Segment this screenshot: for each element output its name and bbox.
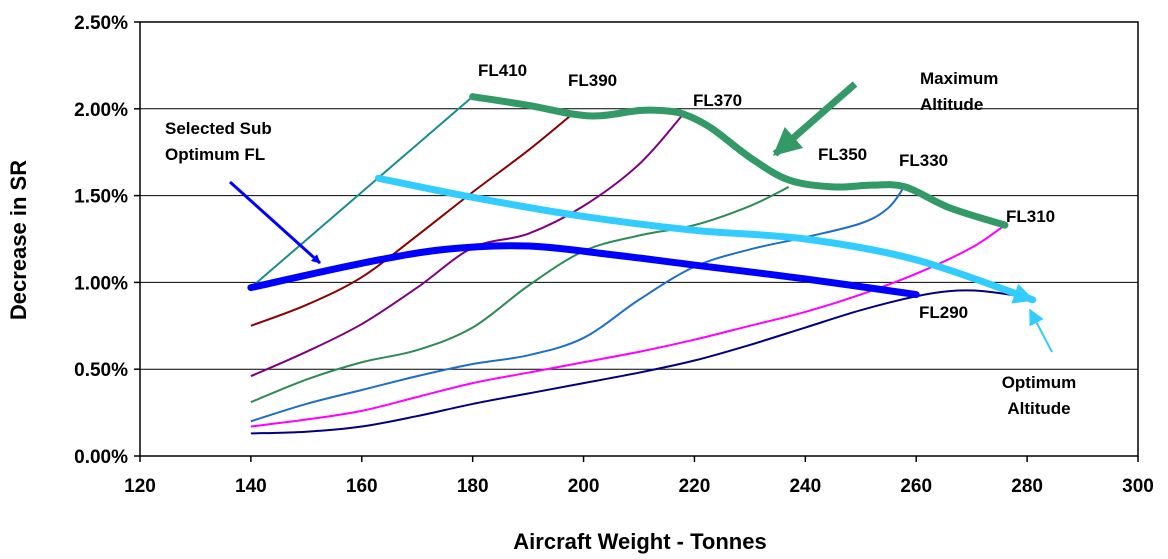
y-tick-label: 0.00% bbox=[74, 447, 128, 468]
maximum-altitude-arrow bbox=[772, 81, 858, 157]
x-tick-label: 180 bbox=[457, 476, 489, 497]
annotation-fl410: FL410 bbox=[478, 61, 527, 80]
sub-optimum-arrow bbox=[228, 180, 322, 265]
y-tick-label: 1.50% bbox=[74, 187, 128, 208]
annotation-fl310: FL310 bbox=[1006, 207, 1055, 226]
y-tick-label: 2.50% bbox=[74, 13, 128, 34]
y-tick-label: 2.00% bbox=[74, 100, 128, 121]
grid-lines bbox=[140, 108, 1138, 370]
annotation-arrows bbox=[228, 81, 1053, 353]
series-line-fl290 bbox=[250, 289, 1033, 435]
series-line-fl390 bbox=[250, 113, 574, 327]
x-tick-label: 120 bbox=[124, 476, 156, 497]
y-tick-label: 0.50% bbox=[74, 360, 128, 381]
annotation-fl390: FL390 bbox=[568, 71, 617, 90]
series-line-maximum-altitude bbox=[469, 93, 1009, 229]
optimum-altitude-arrow bbox=[1029, 308, 1053, 353]
x-tick-label: 300 bbox=[1122, 476, 1154, 497]
x-tick-label: 140 bbox=[235, 476, 267, 497]
y-axis-ticks: 0.00% 0.50% 1.00% 1.50% 2.00% 2.50% bbox=[74, 13, 140, 468]
series-line-optimum-altitude bbox=[374, 174, 1037, 304]
annotation-max: Maximum Altitude bbox=[920, 69, 998, 114]
x-tick-label: 260 bbox=[900, 476, 932, 497]
series-line-selected-sub-optimum-fl bbox=[247, 242, 920, 299]
x-axis-title: Aircraft Weight - Tonnes bbox=[513, 529, 766, 554]
annotation-fl290: FL290 bbox=[919, 303, 968, 322]
y-tick-label: 1.00% bbox=[74, 273, 128, 294]
x-tick-label: 240 bbox=[789, 476, 821, 497]
series-line-fl350 bbox=[250, 186, 790, 404]
annotation-opt: Optimum Altitude bbox=[1002, 373, 1077, 418]
series-line-fl330 bbox=[250, 184, 906, 423]
series-layer bbox=[247, 93, 1037, 435]
x-tick-label: 200 bbox=[568, 476, 600, 497]
annotation-sub: Selected Sub Optimum FL bbox=[165, 119, 272, 164]
x-tick-label: 280 bbox=[1011, 476, 1043, 497]
x-axis-ticks: 120 140 160 180 200 220 240 260 280 300 bbox=[124, 456, 1154, 497]
annotation-fl350: FL350 bbox=[818, 145, 867, 164]
y-axis-title: Decrease in SR bbox=[6, 160, 31, 320]
annotations: FL410 FL390 FL370 FL350 FL330 FL310 FL290 Maxim… bbox=[165, 61, 1076, 418]
plot-area bbox=[139, 21, 1139, 457]
series-line-fl410 bbox=[250, 95, 474, 289]
annotation-fl370: FL370 bbox=[693, 91, 742, 110]
x-tick-label: 220 bbox=[679, 476, 711, 497]
series-line-fl310 bbox=[250, 224, 1006, 428]
x-tick-label: 160 bbox=[346, 476, 378, 497]
annotation-fl330: FL330 bbox=[899, 151, 948, 170]
